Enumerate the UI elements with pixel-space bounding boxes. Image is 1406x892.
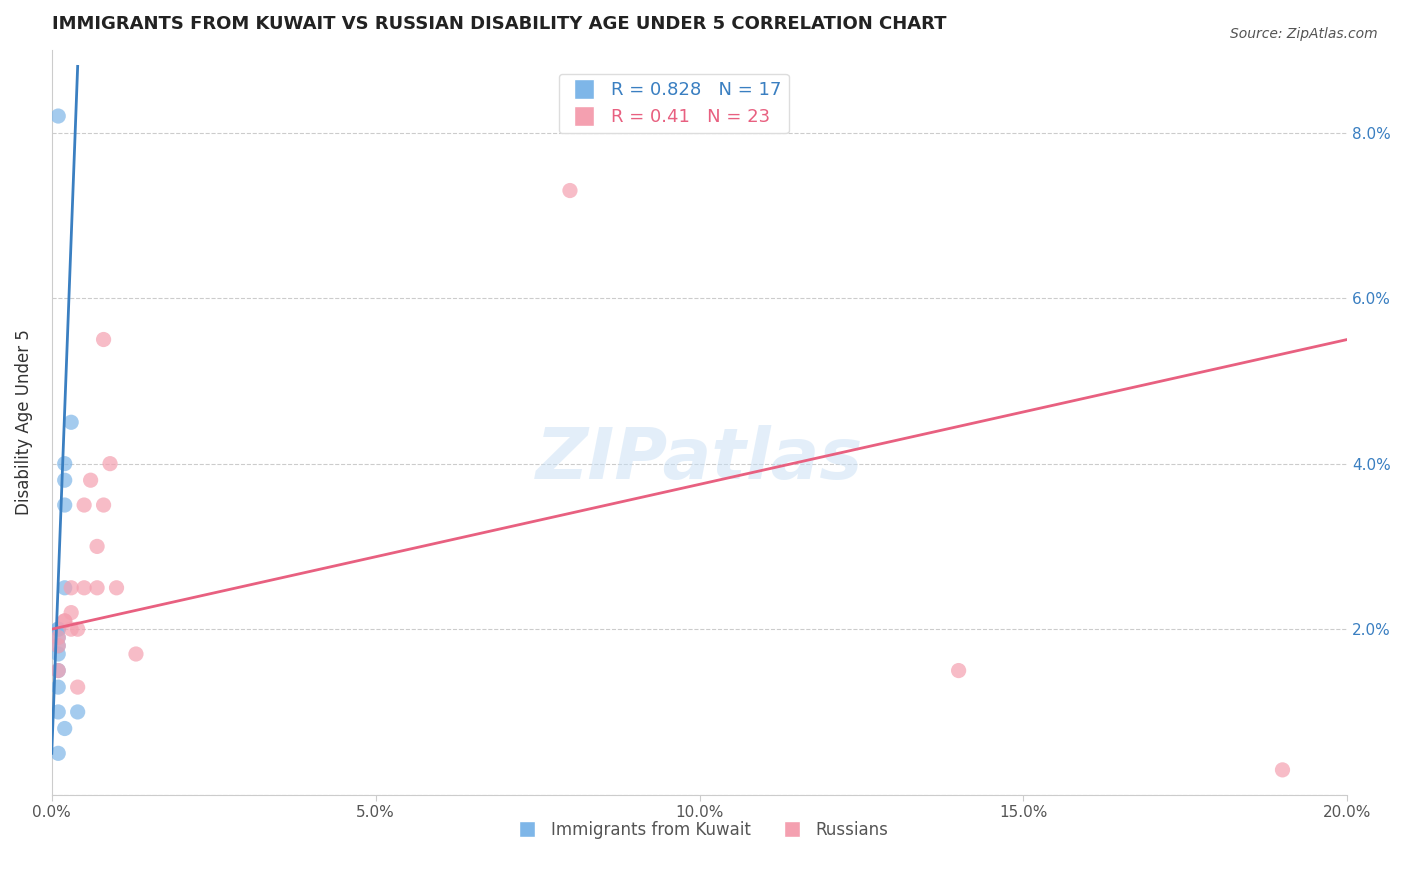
Point — [93, 498, 115, 512]
Y-axis label: Disability Age Under 5: Disability Age Under 5 — [15, 329, 32, 516]
Point — [46, 109, 69, 123]
Point — [66, 622, 89, 636]
Point — [86, 540, 108, 554]
Point — [66, 705, 89, 719]
Point — [46, 639, 69, 653]
Text: ZIPatlas: ZIPatlas — [536, 425, 863, 494]
Point — [53, 473, 76, 487]
Text: IMMIGRANTS FROM KUWAIT VS RUSSIAN DISABILITY AGE UNDER 5 CORRELATION CHART: IMMIGRANTS FROM KUWAIT VS RUSSIAN DISABI… — [52, 15, 946, 33]
Point — [79, 473, 101, 487]
Point — [53, 614, 76, 628]
Point — [46, 747, 69, 761]
Point — [46, 622, 69, 636]
Point — [46, 622, 69, 636]
Point — [125, 647, 148, 661]
Point — [46, 664, 69, 678]
Point — [53, 581, 76, 595]
Point — [46, 680, 69, 694]
Point — [86, 581, 108, 595]
Point — [93, 333, 115, 347]
Point — [948, 664, 970, 678]
Point — [46, 631, 69, 645]
Point — [46, 631, 69, 645]
Point — [73, 581, 96, 595]
Point — [1271, 763, 1294, 777]
Point — [73, 498, 96, 512]
Point — [46, 639, 69, 653]
Point — [46, 664, 69, 678]
Point — [558, 184, 581, 198]
Point — [60, 606, 83, 620]
Point — [46, 647, 69, 661]
Point — [66, 680, 89, 694]
Point — [53, 614, 76, 628]
Point — [60, 415, 83, 429]
Point — [46, 705, 69, 719]
Text: Source: ZipAtlas.com: Source: ZipAtlas.com — [1230, 27, 1378, 41]
Legend: Immigrants from Kuwait, Russians: Immigrants from Kuwait, Russians — [503, 814, 896, 846]
Point — [60, 622, 83, 636]
Point — [53, 498, 76, 512]
Point — [53, 457, 76, 471]
Point — [105, 581, 128, 595]
Point — [53, 722, 76, 736]
Point — [98, 457, 121, 471]
Point — [60, 581, 83, 595]
